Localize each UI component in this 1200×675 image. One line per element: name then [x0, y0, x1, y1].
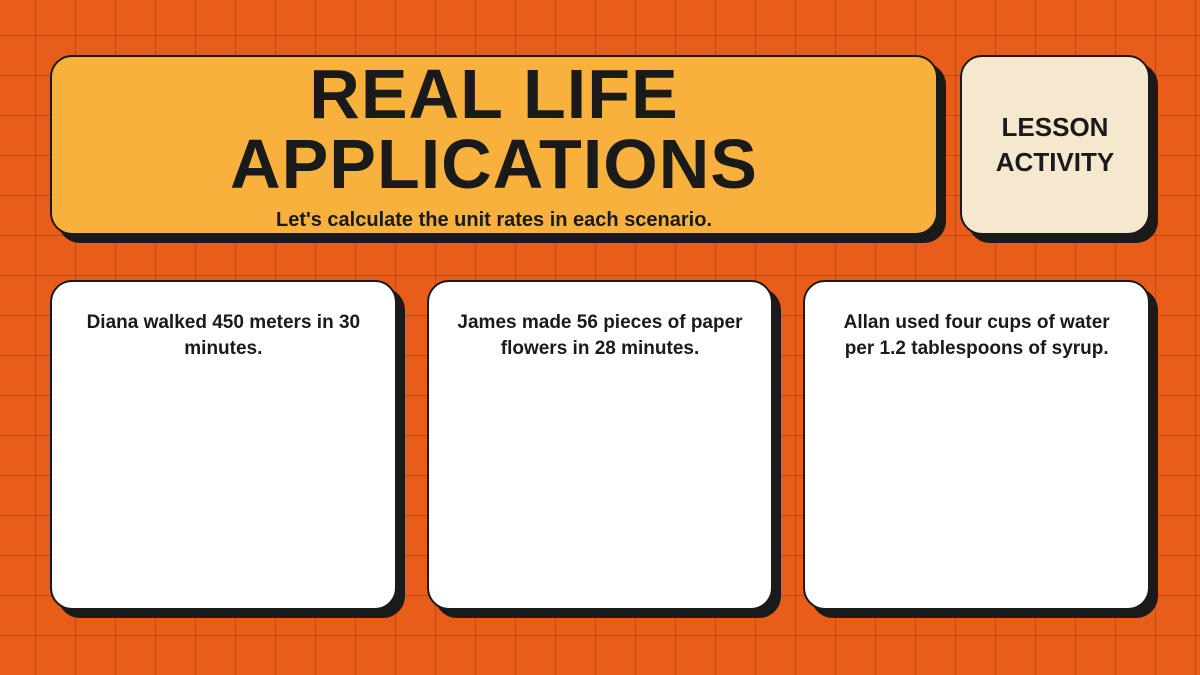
scenario-card: Diana walked 450 meters in 30 minutes. — [50, 280, 397, 610]
slide-title: REAL LIFE APPLICATIONS — [72, 59, 916, 199]
header-row: REAL LIFE APPLICATIONS Let's calculate t… — [50, 55, 1150, 235]
scenario-text: James made 56 pieces of paper flowers in… — [457, 310, 744, 361]
scenario-text: Allan used four cups of water per 1.2 ta… — [833, 310, 1120, 361]
lesson-badge-text: LESSON ACTIVITY — [996, 110, 1114, 180]
scenario-card: James made 56 pieces of paper flowers in… — [427, 280, 774, 610]
scenario-cards-row: Diana walked 450 meters in 30 minutes. J… — [50, 280, 1150, 610]
title-panel: REAL LIFE APPLICATIONS Let's calculate t… — [50, 55, 938, 235]
slide-stage: REAL LIFE APPLICATIONS Let's calculate t… — [0, 0, 1200, 675]
scenario-card: Allan used four cups of water per 1.2 ta… — [803, 280, 1150, 610]
lesson-badge: LESSON ACTIVITY — [960, 55, 1150, 235]
scenario-text: Diana walked 450 meters in 30 minutes. — [80, 310, 367, 361]
slide-subtitle: Let's calculate the unit rates in each s… — [276, 209, 712, 232]
